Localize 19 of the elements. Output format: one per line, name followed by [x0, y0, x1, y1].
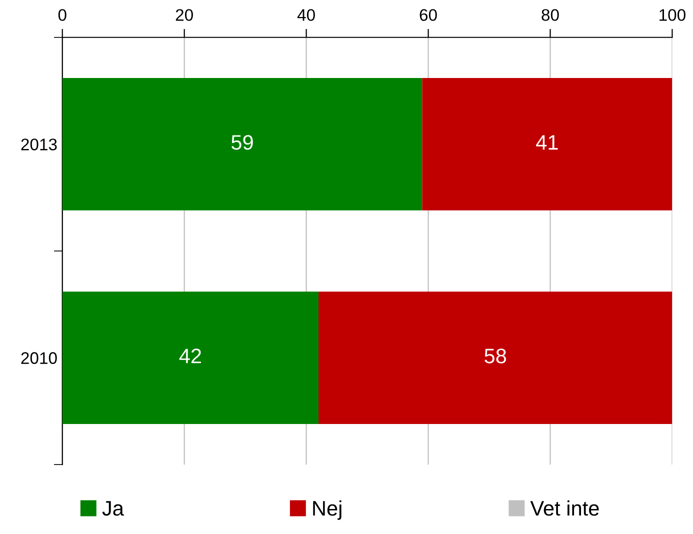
x-tick-label: 0 — [58, 9, 66, 21]
bar — [62, 292, 319, 424]
y-tick-label: 2013 — [21, 138, 57, 150]
x-tick-label: 80 — [542, 9, 559, 21]
x-tick-label: 20 — [176, 9, 193, 21]
bar — [422, 78, 672, 210]
data-label: 42 — [179, 348, 201, 364]
y-tick-label: 2010 — [21, 352, 57, 364]
legend-label: Nej — [313, 500, 342, 520]
legend-label: Vet inte — [530, 500, 599, 516]
x-tick-label: 40 — [297, 9, 315, 21]
bar — [318, 292, 672, 424]
legend-label: Ja — [102, 501, 124, 516]
x-tick-label: 100 — [660, 9, 686, 21]
x-tick-label: 60 — [420, 9, 437, 21]
data-label: 59 — [232, 135, 253, 150]
bar — [62, 78, 422, 210]
data-label: 41 — [536, 135, 558, 150]
data-label: 58 — [484, 348, 506, 364]
